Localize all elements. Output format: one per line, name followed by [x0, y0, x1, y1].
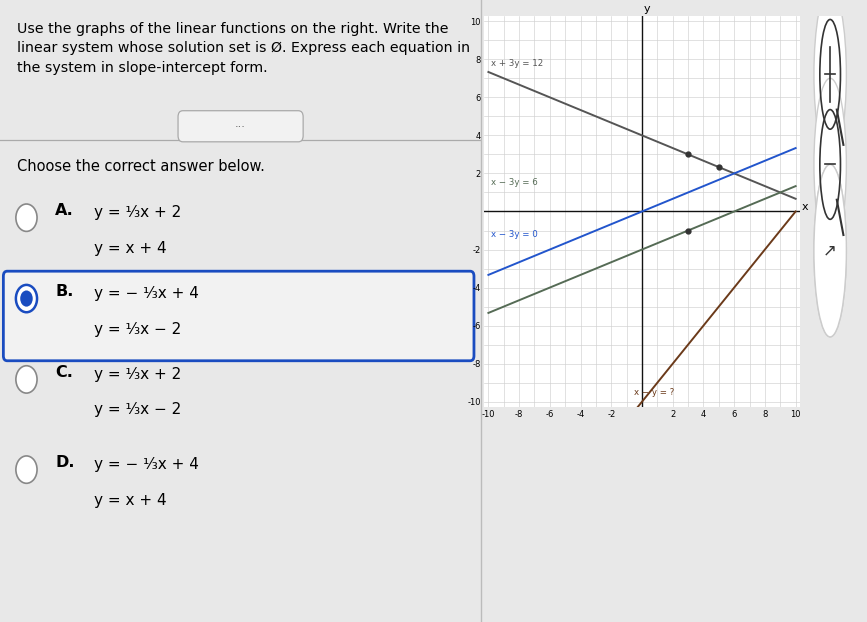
Text: y = − ¹⁄₃x + 4: y = − ¹⁄₃x + 4 [94, 457, 199, 472]
Text: y = ¹⁄₃x + 2: y = ¹⁄₃x + 2 [94, 205, 181, 220]
Circle shape [814, 0, 846, 160]
Text: Choose the correct answer below.: Choose the correct answer below. [16, 159, 264, 174]
Text: y = ¹⁄₃x − 2: y = ¹⁄₃x − 2 [94, 402, 181, 417]
Circle shape [814, 164, 846, 337]
Text: D.: D. [55, 455, 75, 470]
Text: ↗: ↗ [823, 242, 838, 259]
Circle shape [16, 366, 37, 393]
Text: ...: ... [235, 119, 246, 129]
Text: y = x + 4: y = x + 4 [94, 241, 166, 256]
Circle shape [16, 456, 37, 483]
Text: y = ¹⁄₃x − 2: y = ¹⁄₃x − 2 [94, 322, 181, 337]
Text: x − y = ?: x − y = ? [635, 388, 675, 397]
FancyBboxPatch shape [178, 111, 303, 142]
Circle shape [814, 164, 846, 337]
Text: A.: A. [55, 203, 74, 218]
Text: y = x + 4: y = x + 4 [94, 493, 166, 508]
Text: y = − ¹⁄₃x + 4: y = − ¹⁄₃x + 4 [94, 286, 199, 301]
Text: x − 3y = 6: x − 3y = 6 [492, 179, 538, 187]
Text: C.: C. [55, 365, 73, 380]
FancyBboxPatch shape [3, 271, 474, 361]
Circle shape [16, 285, 37, 312]
Text: B.: B. [55, 284, 74, 299]
Text: y = ¹⁄₃x + 2: y = ¹⁄₃x + 2 [94, 367, 181, 382]
Circle shape [20, 290, 33, 307]
Text: x + 3y = 12: x + 3y = 12 [492, 58, 544, 68]
Circle shape [814, 78, 846, 251]
Text: Use the graphs of the linear functions on the right. Write the
linear system who: Use the graphs of the linear functions o… [16, 22, 470, 75]
Text: y: y [644, 4, 651, 14]
Text: x: x [801, 202, 808, 211]
Text: x − 3y = 0: x − 3y = 0 [492, 230, 538, 239]
Circle shape [16, 204, 37, 231]
